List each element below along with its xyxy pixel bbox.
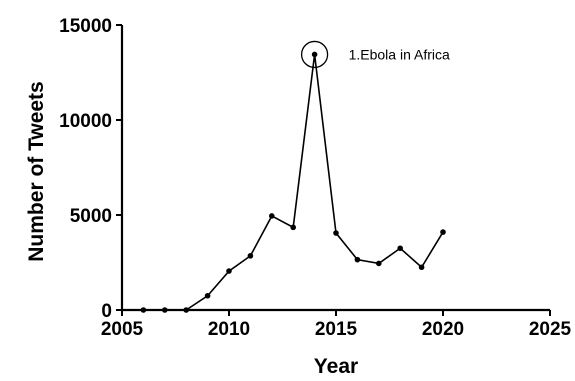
data-point-2019 xyxy=(418,264,425,271)
data-point-2016 xyxy=(354,256,361,263)
y-tick-label-1: 5000 xyxy=(70,206,112,227)
data-point-2013 xyxy=(290,224,297,231)
series-line-0 xyxy=(143,54,444,311)
y-tick-label-2: 10000 xyxy=(59,111,112,132)
data-point-2008 xyxy=(183,307,189,313)
data-point-2010 xyxy=(226,268,232,274)
data-point-2007 xyxy=(162,307,168,313)
data-point-2006 xyxy=(140,307,147,313)
x-tick-label-0: 2005 xyxy=(101,319,144,340)
data-point-2009 xyxy=(204,292,211,299)
data-point-2014 xyxy=(311,51,318,58)
x-tick-label-1: 2010 xyxy=(208,319,250,340)
annotation-label-0: 1.Ebola in Africa xyxy=(349,46,450,62)
data-point-2017 xyxy=(376,260,382,267)
x-tick-label-3: 2020 xyxy=(422,319,464,340)
series xyxy=(140,51,446,313)
data-point-2020 xyxy=(440,229,446,235)
data-point-2012 xyxy=(269,213,275,219)
data-point-2011 xyxy=(247,253,254,259)
axes xyxy=(120,25,550,312)
x-tick-label-4: 2025 xyxy=(529,319,572,340)
x-tick-label-2: 2015 xyxy=(315,319,358,340)
data-point-2015 xyxy=(333,230,339,236)
annotations: 1.Ebola in Africa xyxy=(300,40,450,69)
x-axis-title: Year xyxy=(314,355,358,378)
y-tick-label-3: 15000 xyxy=(59,16,112,37)
annotation-circle-0 xyxy=(300,40,329,69)
axis-ticks: 2005 2010 2015 2020 2025 0 5000 10000 15000 xyxy=(59,16,571,340)
y-axis-title: Number of Tweets xyxy=(25,81,48,261)
data-point-2018 xyxy=(397,245,404,252)
y-tick-label-0: 0 xyxy=(101,301,112,322)
